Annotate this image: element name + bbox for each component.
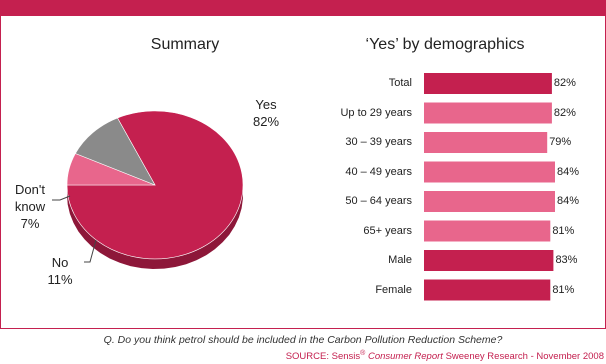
bar-value-label-7: 81% [552,283,575,296]
leader-no [84,239,97,263]
pie-label-no-name: No [51,255,69,270]
pie-label-yes-name: Yes [255,97,277,112]
bar-value-label-2: 79% [549,136,572,148]
bar-value-label-5: 81% [552,224,575,237]
bar-category-label-5: 65+ years [363,224,412,237]
bar-0 [424,73,552,94]
bar-value-label-4: 84% [557,195,580,207]
bar-value-label-1: 82% [553,106,576,119]
bar-category-label-6: Male [388,254,412,266]
pie-leader-lines [52,195,97,263]
bar-series [424,73,555,301]
pie-label-no: No 11% [38,254,82,288]
bar-value-label-3: 84% [557,165,580,178]
bar-category-label-4: 50 – 64 years [345,195,412,207]
bar-6 [424,250,554,271]
source-reg: ® [360,350,366,357]
pie-label-no-value: 11% [47,272,73,287]
pie-label-dont-know: Don't know 7% [6,181,54,232]
bar-chart-title: ‘Yes’ by demographics [365,36,525,53]
source-report: Consumer Report [367,351,443,363]
bar-category-label-3: 40 – 49 years [345,165,412,178]
leader-dont-know [52,195,71,201]
pie-slice-no [74,117,156,186]
bar-3 [424,161,555,183]
bar-4 [424,191,555,212]
header-bar [0,0,606,16]
bar-7 [424,279,551,301]
bar-5 [424,220,551,242]
pie-label-dont-know-name: Don't know [14,182,46,214]
bar-2 [424,132,548,153]
bar-category-label-1: Up to 29 years [340,106,412,119]
pie-label-yes: Yes 82% [236,96,296,130]
bar-category-label-7: Female [375,283,412,296]
bar-value-label-0: 82% [553,77,576,89]
pie-chart-title: Summary [150,36,220,53]
source-suffix: Sweeney Research - November 2008 [445,351,604,363]
bar-category-label-0: Total [388,77,412,89]
pie-label-dont-know-value: 7% [20,216,40,231]
pie-label-yes-value: 82% [252,114,280,129]
source-note: SOURCE: Sensis® Consumer Report Sweeney … [286,350,604,362]
bar-value-label-6: 83% [555,254,578,266]
bar-1 [424,102,552,124]
survey-question: Q. Do you think petrol should be include… [103,334,503,346]
bar-category-label-2: 30 – 39 years [345,136,412,148]
pie-slices [66,110,244,260]
source-prefix: SOURCE: Sensis [285,351,361,363]
